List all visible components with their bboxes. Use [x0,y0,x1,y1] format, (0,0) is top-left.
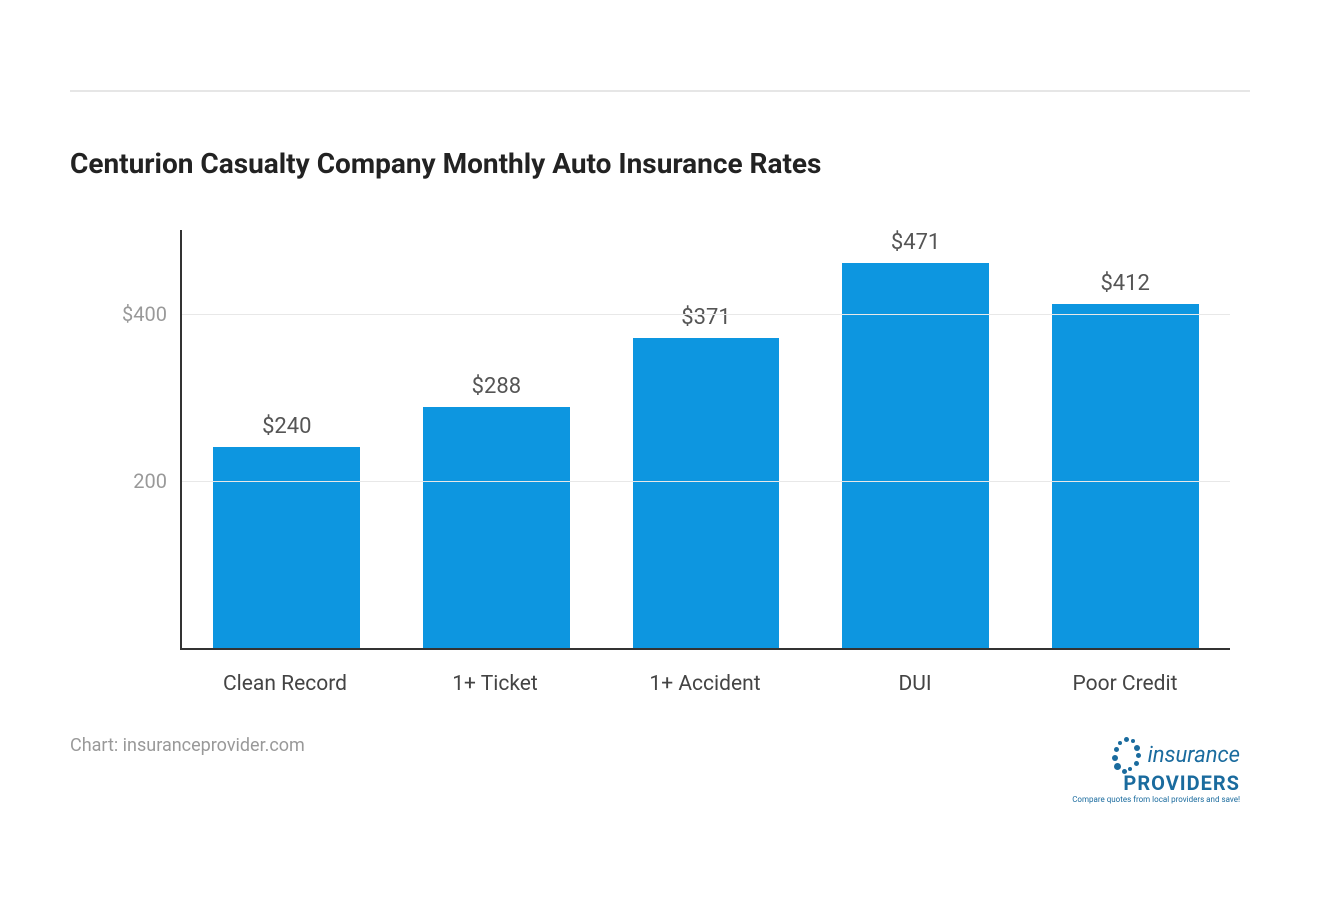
bar-group: $240 [182,230,392,648]
bar-group: $288 [392,230,602,648]
bar-value-label: $240 [262,414,311,439]
chart-footer: Chart: insuranceprovider.com insurance [70,735,1250,804]
bar [633,338,780,648]
bar-value-label: $412 [1100,271,1149,296]
bar-group: $471 [811,230,1021,648]
bar [1052,304,1199,648]
ytick-label: $400 [122,302,182,326]
bar-value-label: $371 [681,305,730,330]
chart-container: Centurion Casualty Company Monthly Auto … [0,0,1320,844]
chart-title: Centurion Casualty Company Monthly Auto … [70,147,1250,180]
x-axis-label: 1+ Ticket [390,660,600,700]
logo-text-providers: PROVIDERS [1072,771,1240,795]
x-axis-label: Clean Record [180,660,390,700]
logo-text-insurance: insurance [1148,743,1240,768]
plot-area: $240$288$371$471$412 200$400 [180,230,1230,650]
bar-value-label: $471 [891,230,940,255]
chart-area: $240 $288 $371 $471 $412 200 $400 Clean Recor… [120,230,1230,700]
ytick-label: 200 [133,469,182,493]
bars-group: $240 $288 $371 $471 $412 [182,230,1230,648]
logo-tagline: Compare quotes from local providers and … [1072,795,1240,804]
x-axis-label: Poor Credit [1020,660,1230,700]
logo-top-row: insurance [1072,735,1240,775]
top-divider [70,90,1250,92]
bar [213,447,360,648]
gridline [182,314,1230,315]
gridline [182,481,1230,482]
logo-dots-icon [1106,735,1146,775]
bar [842,263,989,648]
bar-value-label: $288 [472,374,521,399]
x-axis-label: DUI [810,660,1020,700]
chart-attribution: Chart: insuranceprovider.com [70,735,305,756]
bar-group: $412 [1020,230,1230,648]
x-axis-labels: Clean Record1+ Ticket1+ AccidentDUIPoor … [180,660,1230,700]
bar-group: $371 [601,230,811,648]
x-axis-label: 1+ Accident [600,660,810,700]
bar [423,407,570,648]
provider-logo: insurance PROVIDERS Compare quotes from … [1072,735,1240,804]
